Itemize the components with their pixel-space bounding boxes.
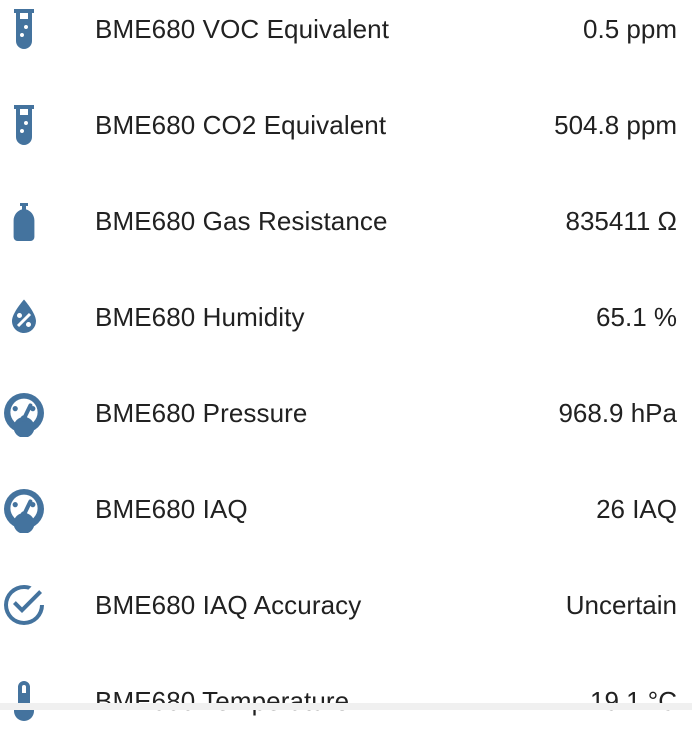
entity-row[interactable]: BME680 CO2 Equivalent 504.8 ppm	[0, 77, 692, 173]
entity-name: BME680 Humidity	[95, 302, 596, 333]
entity-name: BME680 Pressure	[95, 398, 558, 429]
test-tube-icon	[0, 101, 48, 149]
entity-name: BME680 IAQ Accuracy	[95, 590, 566, 621]
entity-row[interactable]: BME680 Pressure 968.9 hPa	[0, 365, 692, 461]
entity-row[interactable]: BME680 Temperature 19.1 °C	[0, 653, 692, 749]
entity-row[interactable]: BME680 IAQ 26 IAQ	[0, 461, 692, 557]
entity-name: BME680 IAQ	[95, 494, 596, 525]
entity-value: 835411 Ω	[566, 206, 692, 237]
entity-value: 504.8 ppm	[554, 110, 692, 141]
entity-value: Uncertain	[566, 590, 692, 621]
entity-value: 65.1 %	[596, 302, 692, 333]
check-circle-icon	[0, 581, 48, 629]
entity-value: 26 IAQ	[596, 494, 692, 525]
entity-value: 968.9 hPa	[558, 398, 692, 429]
entity-row[interactable]: BME680 Gas Resistance 835411 Ω	[0, 173, 692, 269]
bottom-divider	[0, 703, 692, 710]
thermometer-icon	[0, 677, 48, 725]
entity-name: BME680 Gas Resistance	[95, 206, 566, 237]
water-percent-icon	[0, 293, 48, 341]
gas-cylinder-icon	[0, 197, 48, 245]
gauge-icon	[0, 485, 48, 533]
test-tube-icon	[0, 5, 48, 53]
entity-row[interactable]: BME680 VOC Equivalent 0.5 ppm	[0, 0, 692, 77]
entity-name: BME680 Temperature	[95, 686, 590, 717]
gauge-icon	[0, 389, 48, 437]
entity-value: 19.1 °C	[590, 686, 692, 717]
entity-row[interactable]: BME680 IAQ Accuracy Uncertain	[0, 557, 692, 653]
entity-name: BME680 CO2 Equivalent	[95, 110, 554, 141]
entity-row[interactable]: BME680 Humidity 65.1 %	[0, 269, 692, 365]
entity-name: BME680 VOC Equivalent	[95, 14, 583, 45]
entity-value: 0.5 ppm	[583, 14, 692, 45]
